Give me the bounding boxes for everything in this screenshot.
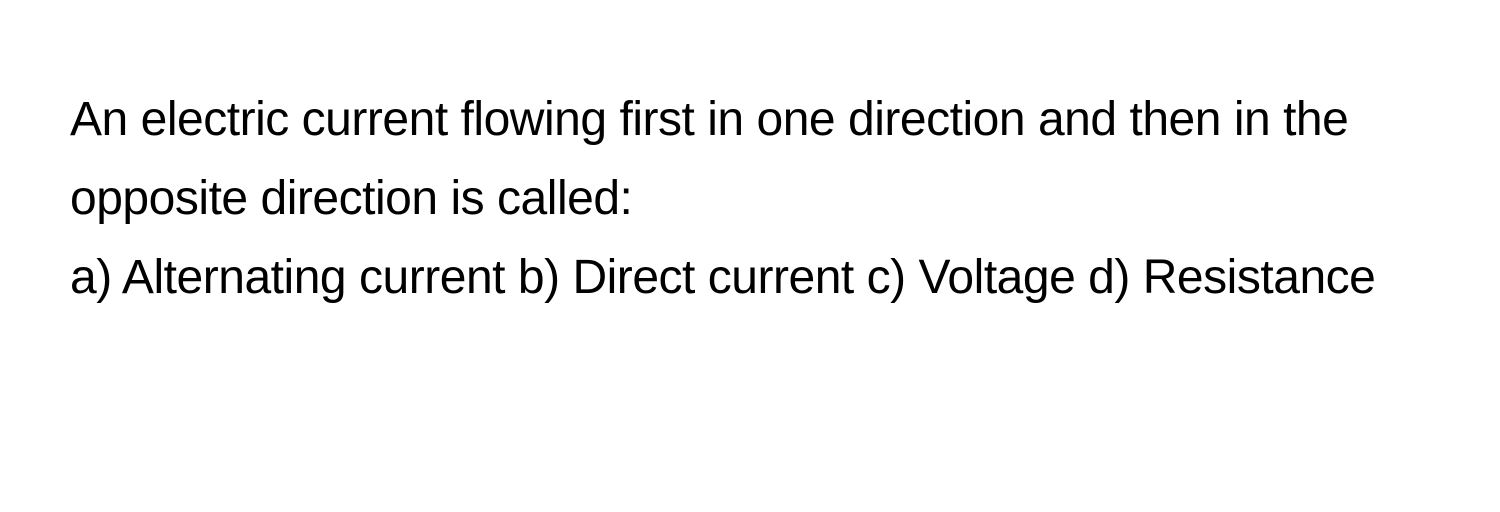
question-prompt: An electric current flowing first in one… xyxy=(70,80,1430,238)
question-container: An electric current flowing first in one… xyxy=(70,80,1430,318)
question-options: a) Alternating current b) Direct current… xyxy=(70,238,1430,317)
